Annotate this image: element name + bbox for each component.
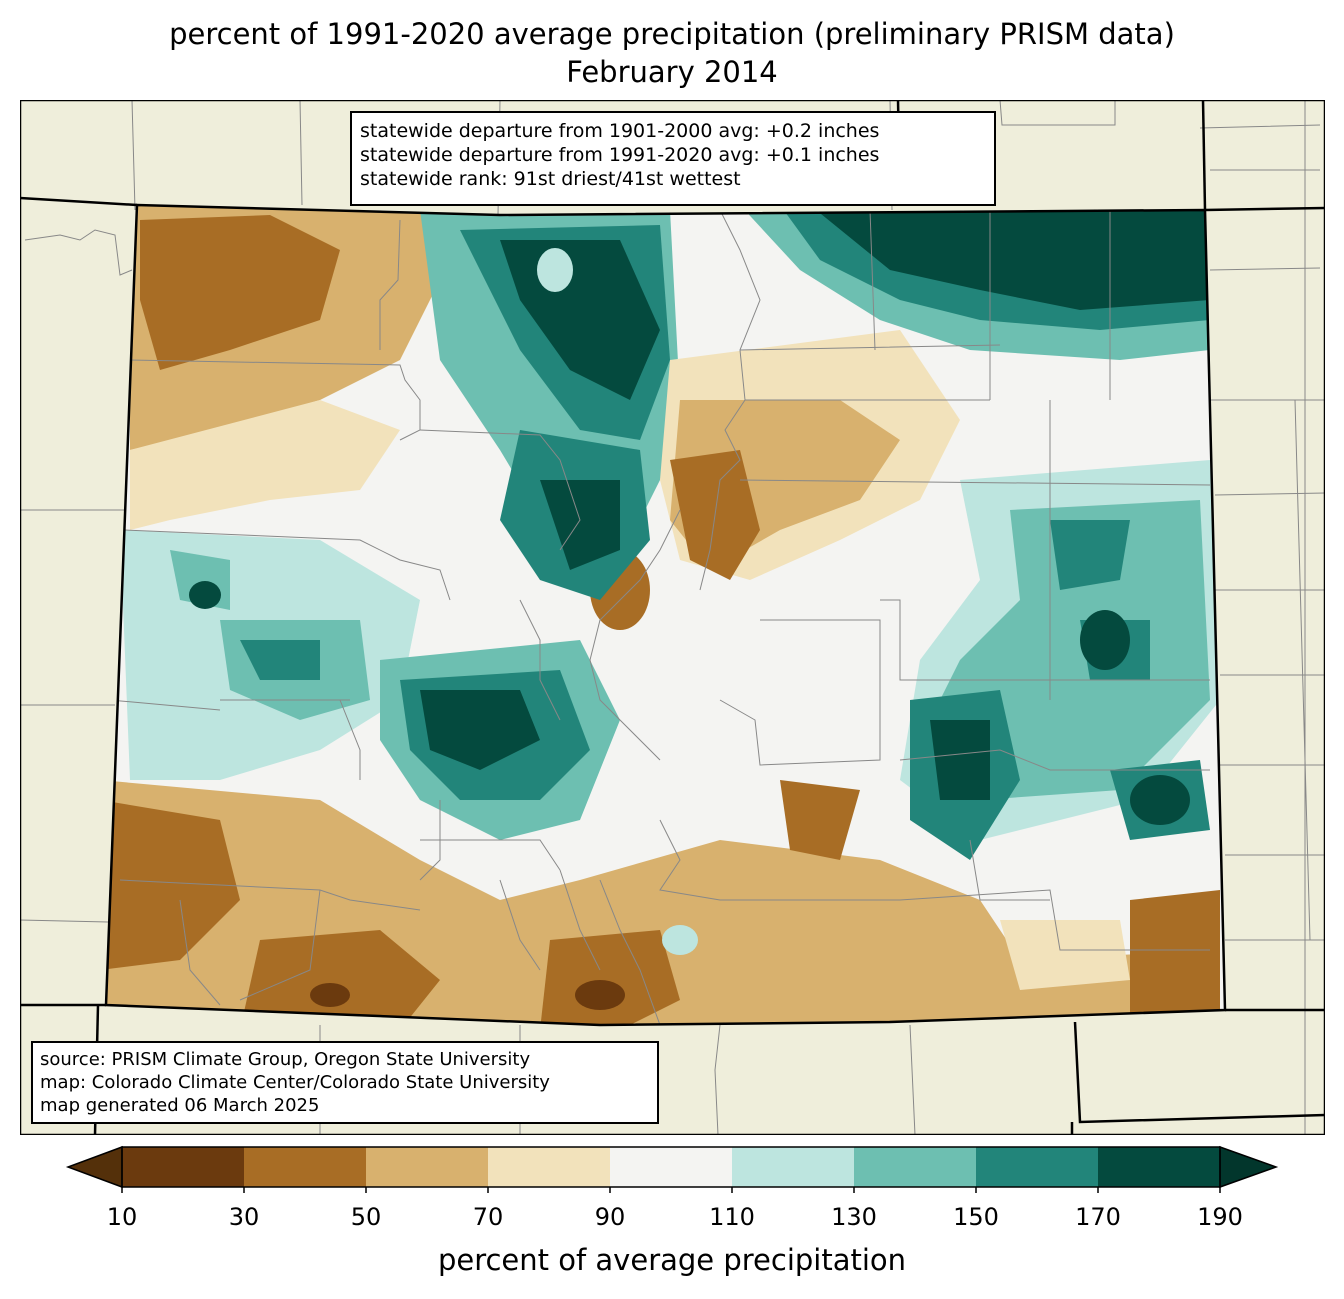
colorbar-tick-label-190: 190 [1197, 1203, 1243, 1231]
stats-departure-1991-2020: statewide departure from 1991-2020 avg: … [360, 144, 880, 166]
colorbar-tick-label-10: 10 [106, 1203, 138, 1231]
map-subtitle: February 2014 [566, 55, 778, 89]
colorbar-over-arrow [1219, 1145, 1279, 1189]
colorbar-bin-10-30 [122, 1147, 244, 1187]
colorado-border [104, 203, 1227, 1027]
colorbar-tick-label-90: 90 [594, 1203, 626, 1231]
colorbar-under-arrow [65, 1145, 123, 1189]
source-box: source: PRISM Climate Group, Oregon Stat… [31, 1041, 659, 1124]
colorbar-tick-label-110: 110 [709, 1203, 755, 1231]
source-prism: source: PRISM Climate Group, Oregon Stat… [40, 1049, 531, 1070]
statewide-stats-box: statewide departure from 1901-2000 avg: … [350, 111, 996, 206]
colorbar-outline [121, 1146, 1221, 1188]
county-lines [109, 209, 1211, 1025]
stats-rank: statewide rank: 91st driest/41st wettest [360, 168, 741, 190]
colorbar-bin-150-170 [976, 1147, 1098, 1187]
colorbar-bin-50-70 [366, 1147, 488, 1187]
colorbar-bin-170-190 [1098, 1147, 1220, 1187]
precipitation-field [106, 205, 1225, 1025]
colorbar-bin-30-50 [244, 1147, 366, 1187]
map-title: percent of 1991-2020 average precipitati… [169, 17, 1175, 51]
colorbar-tick-label-70: 70 [472, 1203, 504, 1231]
source-map-author: map: Colorado Climate Center/Colorado St… [40, 1072, 550, 1093]
colorbar-tick-label-30: 30 [228, 1203, 260, 1231]
colorbar-tick-label-130: 130 [831, 1203, 877, 1231]
colorbar-tick-label-170: 170 [1075, 1203, 1121, 1231]
colorbar-tick-label-150: 150 [953, 1203, 999, 1231]
stats-departure-1901-2000: statewide departure from 1901-2000 avg: … [360, 120, 880, 142]
colorbar-tick-label-50: 50 [350, 1203, 382, 1231]
precipitation-map [20, 100, 1325, 1135]
colorbar-bin-130-150 [854, 1147, 976, 1187]
colorbar-bin-110-130 [732, 1147, 854, 1187]
colorbar [65, 1145, 1279, 1193]
map-frame-border [20, 100, 1325, 1135]
colorbar-bin-90-110 [610, 1147, 732, 1187]
colorbar-bin-70-90 [488, 1147, 610, 1187]
source-generated-date: map generated 06 March 2025 [40, 1095, 320, 1116]
colorbar-label: percent of average precipitation [437, 1243, 907, 1277]
